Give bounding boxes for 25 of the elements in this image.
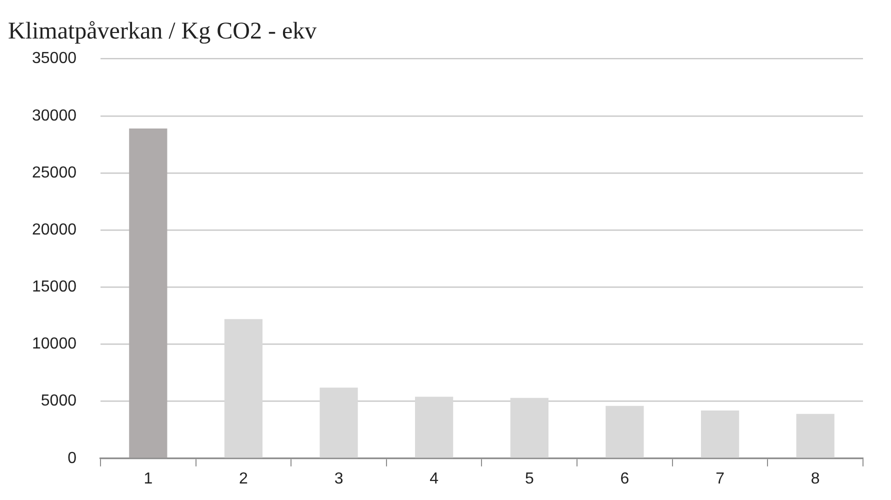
x-tick-label: 5 — [524, 470, 534, 488]
x-tick-label: 7 — [716, 470, 725, 488]
x-tick-label: 1 — [144, 470, 153, 488]
x-tick-label: 2 — [239, 470, 248, 488]
y-tick-label: 0 — [68, 450, 77, 467]
y-tick-label: 5000 — [40, 392, 77, 410]
bar — [320, 388, 358, 458]
chart-title: Klimatpåverkan / Kg CO2 - ekv — [8, 18, 317, 45]
y-tick-label: 35000 — [32, 50, 77, 68]
y-tick-label: 10000 — [32, 336, 77, 353]
x-tick-label: 4 — [430, 470, 439, 488]
bar — [700, 410, 740, 458]
y-tick-label: 30000 — [32, 107, 77, 124]
bar — [129, 128, 168, 458]
y-tick-label: 20000 — [32, 221, 77, 238]
y-tick-label: 15000 — [32, 278, 77, 296]
bar — [415, 396, 454, 458]
y-tick-label: 25000 — [32, 164, 77, 182]
bar — [510, 398, 548, 458]
bar — [606, 406, 644, 458]
bar — [796, 414, 834, 458]
bar — [224, 319, 263, 458]
x-tick-label: 6 — [620, 470, 630, 488]
x-tick-label: 8 — [810, 470, 820, 488]
x-tick-label: 3 — [334, 470, 344, 488]
